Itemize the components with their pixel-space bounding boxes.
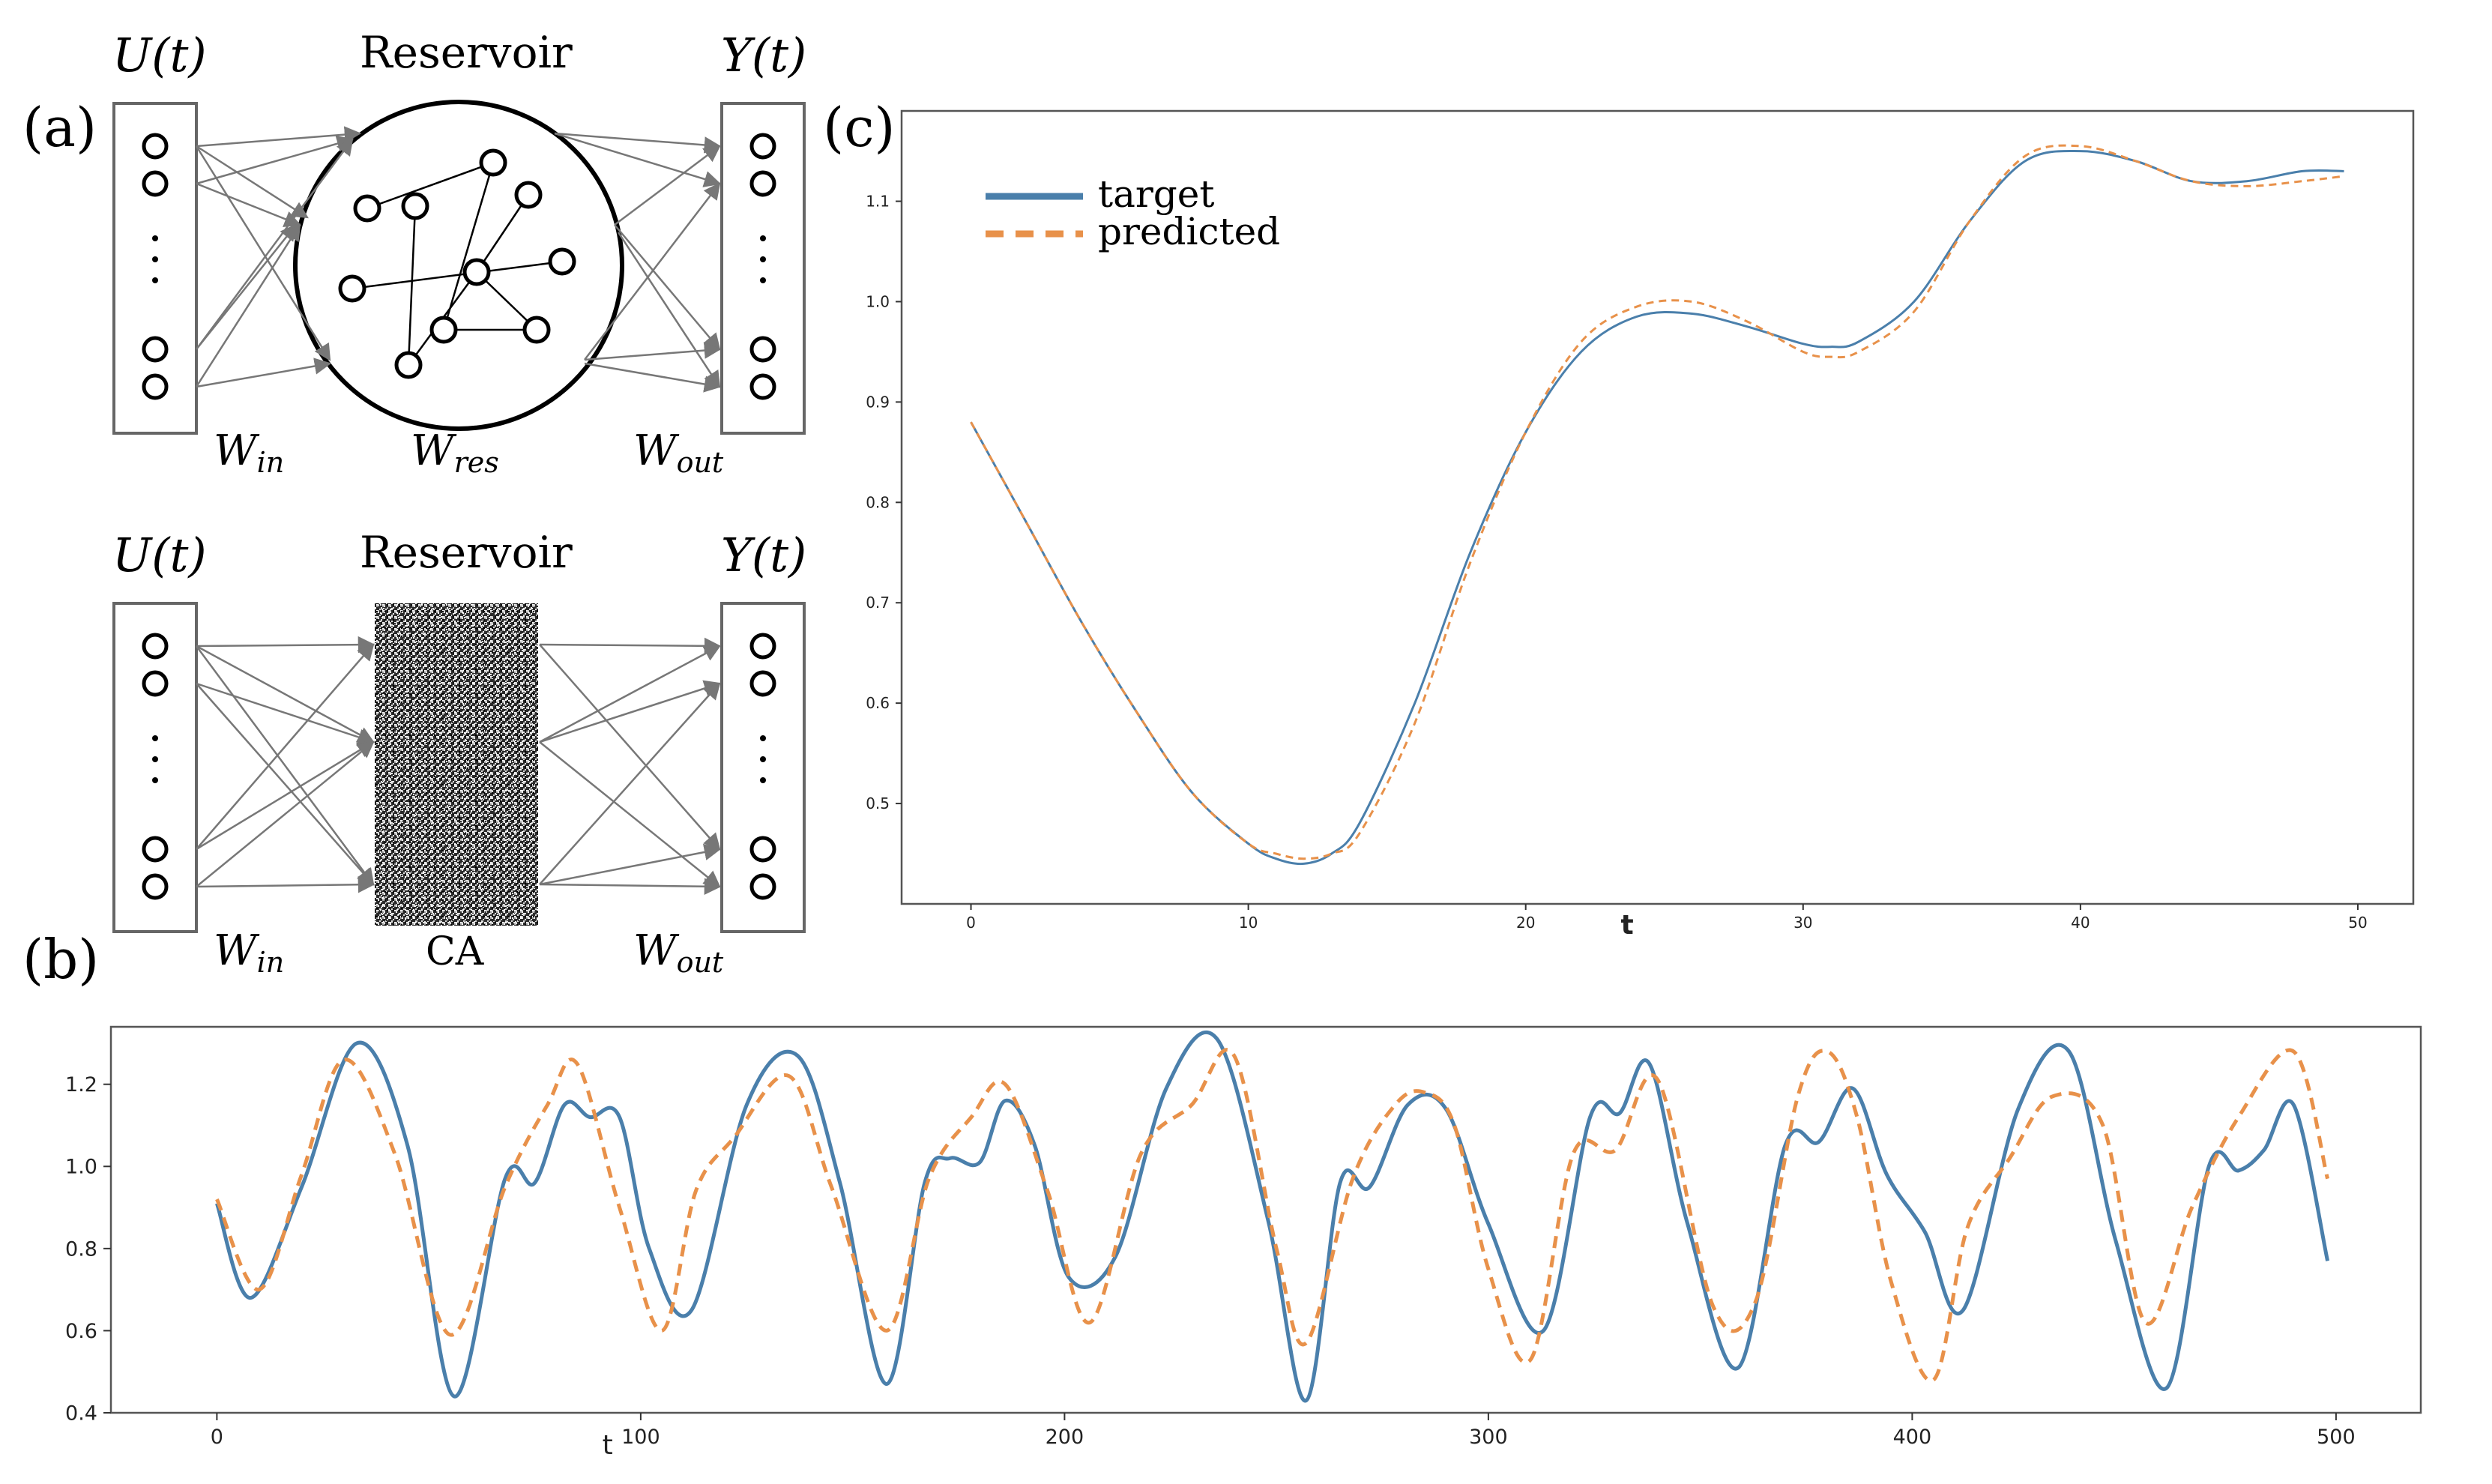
input-arrows-2 [195,636,375,893]
input-label: U(t) [112,28,207,82]
y-tick-label: 0.6 [866,694,890,712]
series-line-target [970,149,2344,866]
x-tick-label: 40 [2071,914,2090,932]
series-line-predicted [215,1048,2330,1383]
panel-label-a: (a) [22,96,97,159]
y-tick-label: 0.9 [866,393,890,411]
y-tick-label: 0.8 [65,1237,97,1261]
y-tick-label: 1.1 [866,193,890,211]
reservoir-title-2: Reservoir [360,527,573,578]
y-tick-label: 1.0 [866,292,890,310]
nodes-2 [142,633,776,900]
panel-a-bottom: U(t) Reservoir Y(t) [22,527,806,991]
x-tick-label: 0 [211,1426,223,1449]
y-tick-label: 0.7 [866,594,890,612]
y-tick-label: 0.6 [65,1320,97,1343]
x-tick-label: 30 [1793,914,1812,932]
plot-frame [900,109,2415,905]
reservoir-circle [293,100,624,431]
ca-label: CA [426,929,485,974]
reservoir-nodes [338,148,576,379]
output-arrows [554,132,722,393]
series-line-target [215,1031,2330,1403]
w-out-label-2: Wout [633,926,724,979]
panel-a-top: (a) U(t) Reservoir Y(t) [22,27,806,479]
y-tick-label: 1.0 [65,1156,97,1179]
y-tick-label: 0.5 [866,794,890,812]
w-in-label: Win [214,426,284,479]
chart-panel-b: 0 100 200 300 400 500 0.4 0.6 0.8 1.0 1.2 t [65,1025,2422,1461]
series-line-predicted [970,144,2344,860]
output-label: Y(t) [721,28,806,82]
panel-label-c: (c) [823,96,896,159]
output-label-2: Y(t) [721,528,806,582]
output-layer-box [720,102,806,435]
x-tick-label: 300 [1469,1426,1508,1449]
ellipsis-dots [152,235,766,283]
ellipsis-dots-2 [152,735,766,783]
legend-label-target: target [1098,172,1215,216]
x-tick-label: 100 [621,1426,660,1449]
x-tick-label: 500 [2317,1426,2356,1449]
y-tick-label: 1.2 [65,1073,97,1097]
input-layer-box [112,102,198,435]
w-out-label: Wout [633,426,724,479]
w-res-label: Wres [411,426,499,479]
x-tick-label: 0 [966,914,976,932]
reservoir-title: Reservoir [360,27,573,78]
x-axis-label: t [603,1430,613,1461]
plot-frame [109,1025,2422,1414]
chart-panel-c: 0 10 20 30 40 50 0.5 0.6 0.7 0.8 0.9 1.0 1.1 t targetp… [866,109,2415,941]
w-in-label-2: Win [214,926,284,979]
input-arrows [195,126,362,388]
x-tick-label: 400 [1893,1426,1932,1449]
output-layer-box-2 [720,602,806,933]
output-arrows-2 [539,637,722,895]
x-axis-label: t [1621,910,1634,941]
input-label-2: U(t) [112,528,207,582]
x-tick-label: 20 [1516,914,1535,932]
x-tick-label: 10 [1239,914,1258,932]
input-nodes [142,133,776,400]
y-tick-label: 0.4 [65,1402,97,1425]
x-tick-label: 50 [2348,914,2367,932]
input-layer-box-2 [112,602,198,933]
x-tick-label: 200 [1046,1426,1084,1449]
y-tick-label: 0.8 [866,493,890,511]
legend-label-predicted: predicted [1098,210,1280,253]
panel-label-b: (b) [22,928,99,991]
